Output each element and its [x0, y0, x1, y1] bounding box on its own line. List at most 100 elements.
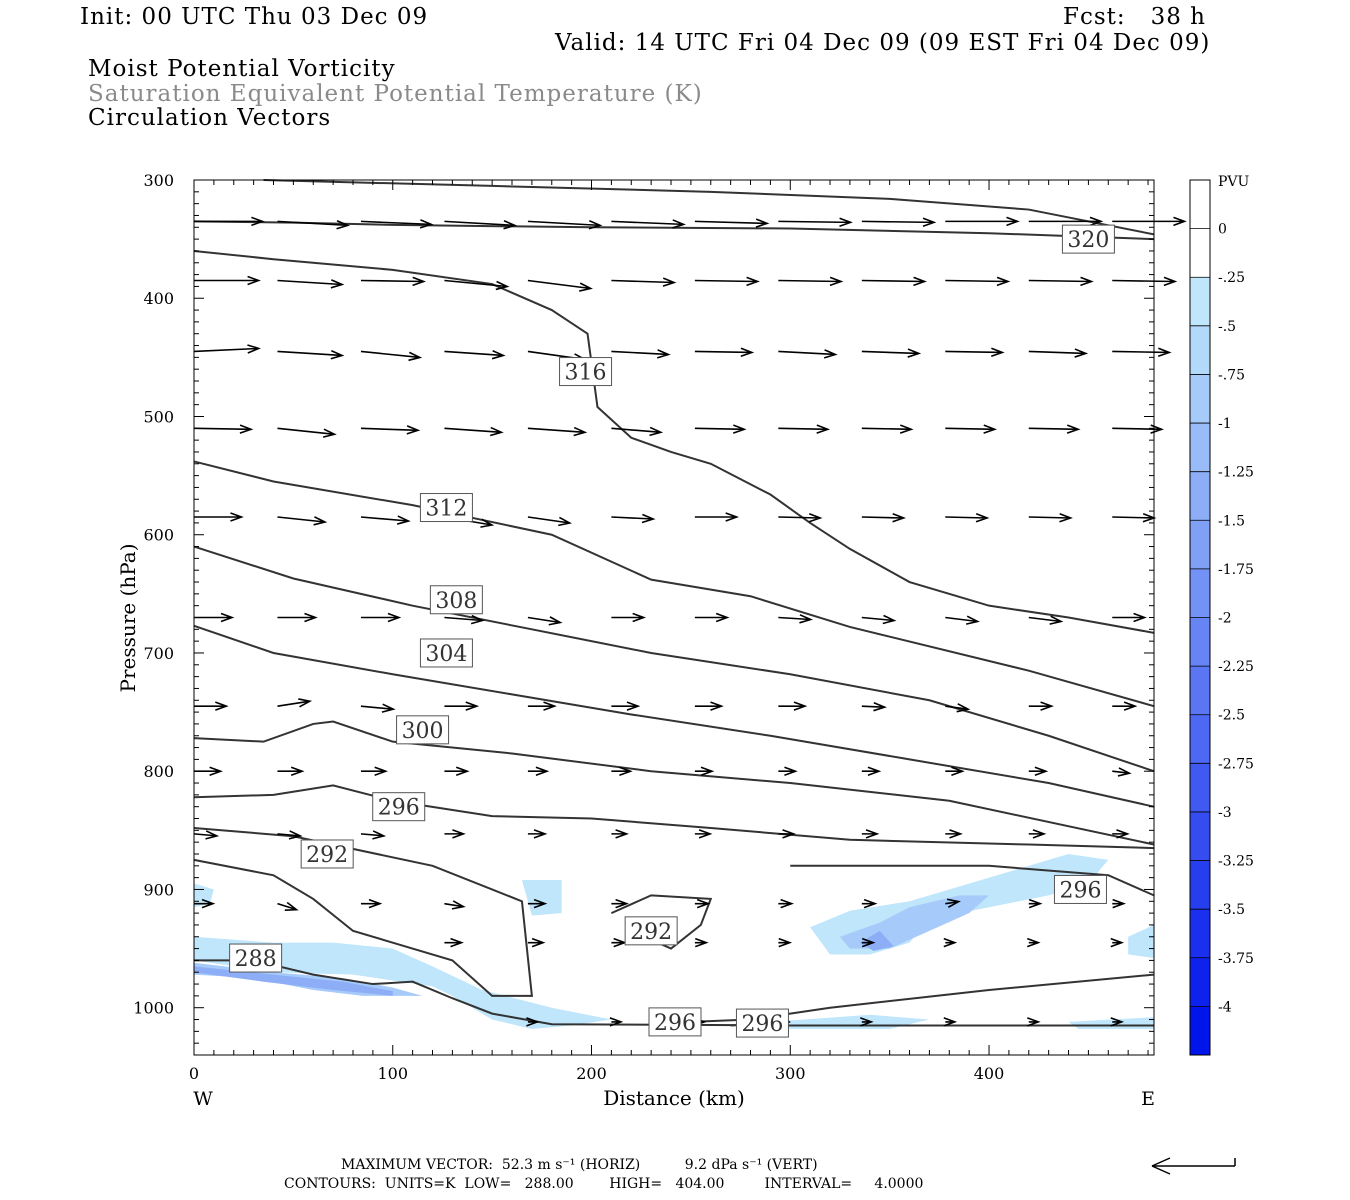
circulation-vector	[778, 937, 793, 948]
circulation-vector	[527, 616, 563, 626]
colorbar-label: -2	[1218, 611, 1232, 627]
circulation-vector	[194, 898, 216, 909]
init-time: Init: 00 UTC Thu 03 Dec 09	[80, 4, 429, 30]
contour-label-box	[735, 1008, 789, 1038]
circulation-vector	[611, 426, 664, 437]
y-tick-label: 900	[143, 880, 174, 899]
circulation-vector	[277, 427, 337, 438]
circulation-vector	[1028, 348, 1089, 358]
circulation-vector	[861, 701, 887, 712]
circulation-vector	[1110, 1017, 1125, 1027]
circulation-vector	[527, 937, 546, 948]
circulation-vector	[861, 829, 880, 839]
y-tick-label: 600	[143, 526, 174, 545]
circulation-vector	[1028, 701, 1054, 711]
circulation-vector	[778, 276, 844, 287]
circulation-vector	[945, 512, 990, 523]
x-axis-title: Distance (km)	[603, 1086, 745, 1110]
circulation-vector	[527, 898, 548, 909]
circulation-vector	[611, 898, 629, 909]
circulation-vector	[694, 612, 730, 623]
circulation-vector	[526, 1017, 540, 1027]
circulation-vector	[611, 513, 656, 524]
circulation-vector	[778, 614, 813, 624]
circulation-vector	[945, 276, 1011, 287]
circulation-vector	[194, 612, 235, 623]
theta-contour	[790, 864, 1155, 897]
contour-label-box	[1061, 224, 1115, 254]
forecast-hour: Fcst: 38 h	[1063, 4, 1206, 30]
x-tick-label: 300	[775, 1064, 806, 1083]
theta-contour	[610, 894, 713, 950]
circulation-vector	[945, 898, 961, 908]
circulation-vector	[1112, 701, 1138, 711]
circulation-vector	[945, 703, 971, 713]
circulation-vector	[611, 277, 677, 287]
theta-contour	[193, 624, 1155, 808]
circulation-vector	[277, 612, 318, 623]
field-title-theta: Saturation Equivalent Potential Temperat…	[88, 81, 703, 107]
contour-label-box	[419, 638, 473, 668]
circulation-vector	[360, 425, 421, 435]
circulation-vector	[861, 766, 882, 776]
colorbar-label: -1.25	[1218, 465, 1254, 481]
colorbar-swatch	[1190, 666, 1210, 716]
contour-label: 292	[630, 920, 672, 945]
y-tick-label: 400	[143, 289, 174, 308]
theta-contour	[690, 973, 1155, 1023]
theta-contour	[193, 249, 1155, 634]
colorbar-swatch	[1190, 471, 1210, 521]
circulation-vector	[194, 275, 261, 286]
circulation-vector	[444, 701, 480, 711]
circulation-vector	[360, 612, 402, 623]
pv-region	[1128, 924, 1154, 959]
circulation-vector	[694, 829, 713, 839]
east-end-label: E	[1141, 1088, 1155, 1110]
circulation-vector	[444, 900, 466, 910]
colorbar-swatch	[1190, 568, 1210, 618]
pv-region	[770, 1014, 930, 1029]
circulation-vector	[1028, 216, 1104, 227]
colorbar-swatch	[1190, 228, 1210, 278]
circulation-vector	[1112, 216, 1187, 227]
pv-colorbar: PVU 0 -.25 -.5 -.75 -1 -1.25 -1.5 -1.75 -2 -2.25 -2…	[1189, 174, 1254, 1056]
colorbar-swatch	[1190, 860, 1210, 910]
x-tick-label: 100	[377, 1064, 408, 1083]
circulation-vector	[277, 350, 345, 360]
colorbar-swatch	[1190, 811, 1210, 862]
circulation-vector	[1112, 898, 1127, 909]
x-tick-label: 400	[974, 1064, 1005, 1083]
circulation-vector	[1112, 512, 1157, 523]
contour-label: 296	[654, 1011, 696, 1036]
contour-label: 288	[235, 947, 277, 972]
circulation-vector	[1112, 767, 1132, 777]
y-tick-label: 300	[143, 171, 174, 190]
circulation-vector	[611, 701, 641, 711]
field-title-pv: Moist Potential Vorticity	[88, 56, 396, 82]
colorbar-swatch	[1190, 957, 1210, 1007]
circulation-vector	[694, 218, 770, 228]
contour-label-box	[648, 1007, 702, 1037]
circulation-vector	[193, 830, 220, 840]
contour-label-box	[559, 357, 613, 387]
colorbar-label: -.75	[1218, 367, 1245, 383]
circulation-vector	[694, 347, 755, 358]
circulation-vector	[277, 279, 345, 289]
circulation-vector	[611, 937, 628, 948]
circulation-vector	[527, 426, 588, 437]
circulation-vector	[611, 219, 686, 229]
contour-label: 300	[402, 719, 444, 744]
colorbar-swatch	[1190, 180, 1210, 230]
circulation-vector	[277, 516, 328, 526]
colorbar-label: -3.5	[1218, 902, 1245, 918]
circulation-vector	[694, 766, 715, 776]
circulation-vector	[444, 766, 470, 776]
pv-region	[194, 936, 612, 1029]
circulation-vector	[444, 829, 466, 839]
circulation-vector	[611, 829, 629, 839]
circulation-vector	[1028, 424, 1081, 434]
circulation-vector	[778, 349, 838, 359]
circulation-vector	[444, 220, 518, 230]
circulation-vector	[360, 350, 423, 362]
circulation-vector	[1028, 276, 1094, 287]
